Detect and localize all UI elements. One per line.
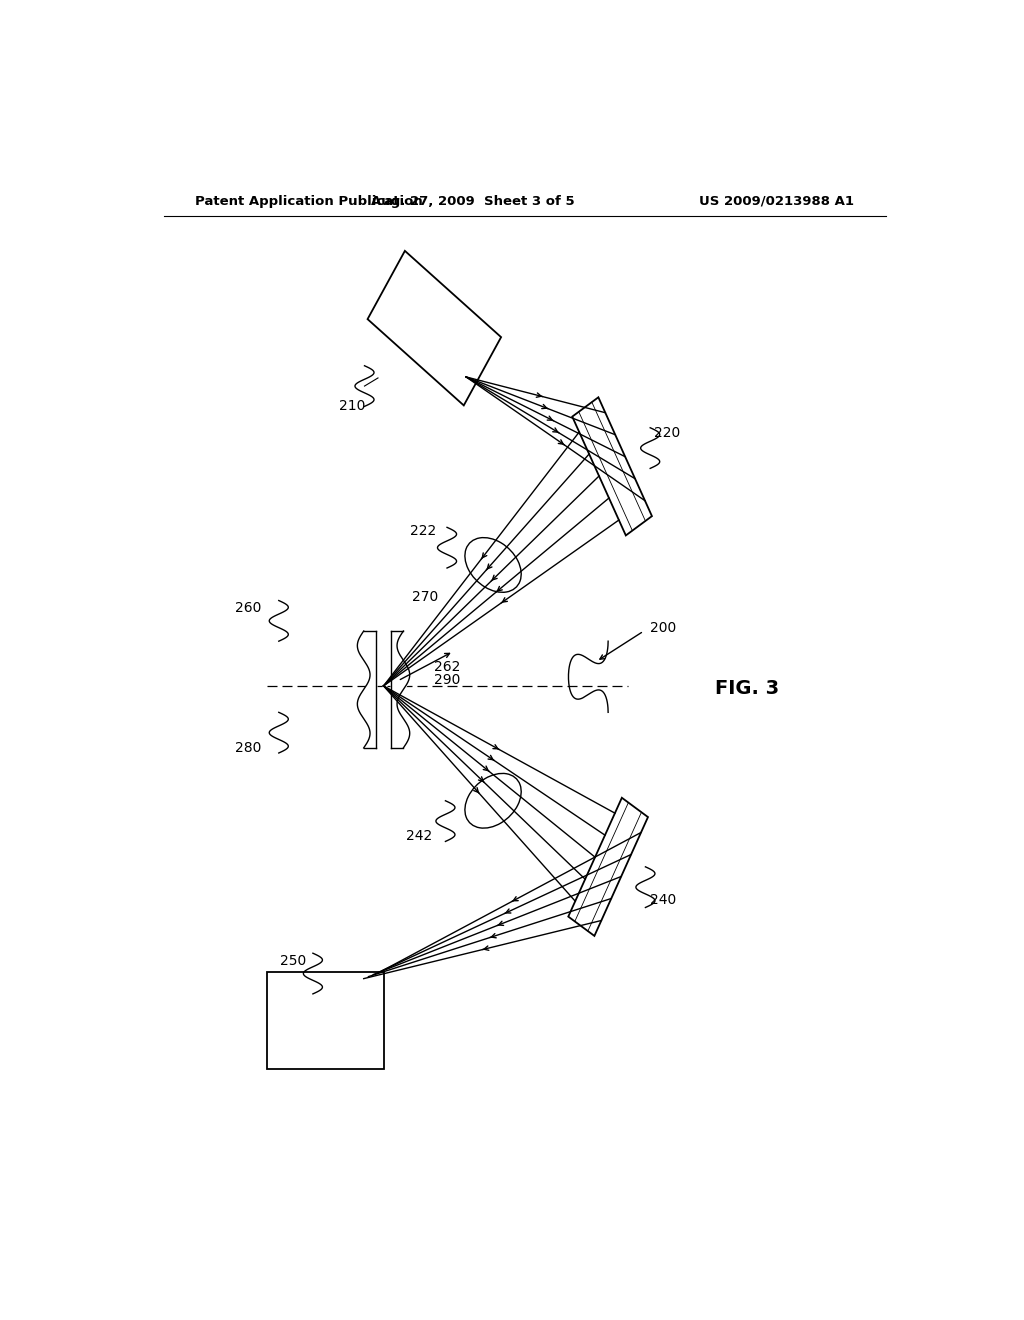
Text: 262: 262 [433,660,460,673]
Text: 200: 200 [650,620,677,635]
Text: 280: 280 [234,741,261,755]
Polygon shape [368,251,501,405]
Text: 220: 220 [654,426,680,440]
Text: Patent Application Publication: Patent Application Publication [196,194,423,207]
Text: 270: 270 [412,590,438,605]
Text: Aug. 27, 2009  Sheet 3 of 5: Aug. 27, 2009 Sheet 3 of 5 [372,194,575,207]
Text: US 2009/0213988 A1: US 2009/0213988 A1 [699,194,854,207]
Text: 250: 250 [281,954,306,969]
Polygon shape [572,397,652,536]
Text: 240: 240 [650,894,677,907]
Text: 210: 210 [339,399,366,413]
Text: FIG. 3: FIG. 3 [715,680,779,698]
Text: 222: 222 [410,524,436,539]
Polygon shape [568,797,648,936]
Text: 260: 260 [234,601,261,615]
Text: 290: 290 [433,673,460,686]
Text: 242: 242 [406,829,432,843]
Polygon shape [267,972,384,1069]
